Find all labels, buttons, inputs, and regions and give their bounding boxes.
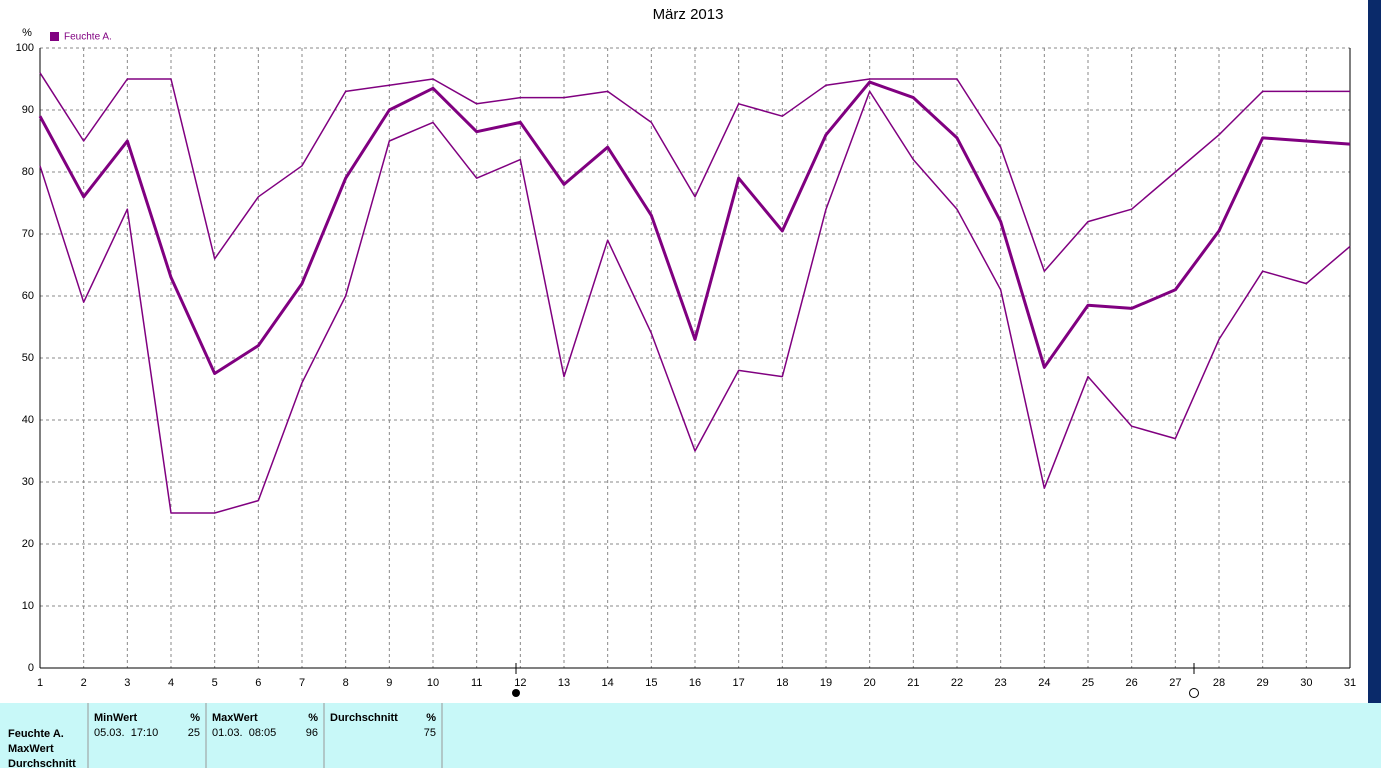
desktop-strip — [1368, 0, 1381, 703]
col-unit: % — [308, 712, 318, 724]
legend-swatch — [50, 32, 59, 41]
x-tick-label: 16 — [689, 677, 701, 689]
chart-title: März 2013 — [653, 6, 724, 23]
x-tick-label: 1 — [37, 677, 43, 689]
x-tick-label: 29 — [1257, 677, 1269, 689]
x-tick-label: 22 — [951, 677, 963, 689]
x-tick-label: 20 — [864, 677, 876, 689]
x-tick-label: 3 — [124, 677, 130, 689]
x-tick-label: 2 — [81, 677, 87, 689]
cell-time: 05.03. 17:10 — [94, 727, 158, 739]
x-tick-label: 7 — [299, 677, 305, 689]
row-label: Feuchte A. — [8, 728, 64, 740]
x-tick-label: 26 — [1126, 677, 1138, 689]
y-tick-label: 90 — [22, 104, 34, 116]
x-tick-label: 12 — [514, 677, 526, 689]
summary-panel — [0, 703, 1381, 768]
data-line — [39, 90, 1351, 514]
x-tick-label: 14 — [602, 677, 614, 689]
x-tick-label: 6 — [255, 677, 261, 689]
x-tick-label: 27 — [1169, 677, 1181, 689]
cursor-marker — [1189, 688, 1199, 698]
x-tick-label: 9 — [386, 677, 392, 689]
y-tick-label: 60 — [22, 290, 34, 302]
x-tick-label: 11 — [471, 677, 482, 689]
x-tick-label: 19 — [820, 677, 832, 689]
x-tick-label: 13 — [558, 677, 570, 689]
x-tick-label: 18 — [776, 677, 788, 689]
y-tick-label: 50 — [22, 352, 34, 364]
data-line — [38, 80, 1351, 375]
y-tick-label: 70 — [22, 228, 34, 240]
cell-value: 25 — [188, 727, 200, 739]
y-tick-label: 40 — [22, 414, 34, 426]
y-tick-label: 20 — [22, 538, 34, 550]
x-tick-label: 10 — [427, 677, 439, 689]
x-tick-label: 4 — [168, 677, 174, 689]
col-header: MinWert — [94, 712, 138, 724]
x-tick-label: 5 — [212, 677, 218, 689]
x-tick-label: 21 — [907, 677, 919, 689]
x-tick-label: 8 — [343, 677, 349, 689]
x-tick-label: 28 — [1213, 677, 1225, 689]
row-label: Durchschnitt — [8, 758, 76, 768]
col-header: MaxWert — [212, 712, 258, 724]
cell-value: 96 — [306, 727, 318, 739]
col-unit: % — [190, 712, 200, 724]
col-unit: % — [426, 712, 436, 724]
cursor-marker — [512, 689, 520, 697]
y-tick-label: 0 — [28, 662, 34, 674]
x-tick-label: 31 — [1344, 677, 1356, 689]
x-tick-label: 15 — [645, 677, 657, 689]
y-unit: % — [22, 27, 32, 39]
y-tick-label: 30 — [22, 476, 34, 488]
y-tick-label: 80 — [22, 166, 34, 178]
cell-value: 75 — [424, 727, 436, 739]
row-label: MaxWert — [8, 743, 54, 755]
x-tick-label: 24 — [1038, 677, 1050, 689]
x-tick-label: 30 — [1300, 677, 1312, 689]
y-tick-label: 100 — [16, 42, 34, 54]
data-line — [39, 72, 1350, 272]
x-tick-label: 17 — [733, 677, 745, 689]
legend-label: Feuchte A. — [64, 32, 112, 43]
cell-time: 01.03. 08:05 — [212, 727, 276, 739]
x-tick-label: 23 — [995, 677, 1007, 689]
y-tick-label: 10 — [22, 600, 34, 612]
x-tick-label: 25 — [1082, 677, 1094, 689]
col-header: Durchschnitt — [330, 712, 398, 724]
